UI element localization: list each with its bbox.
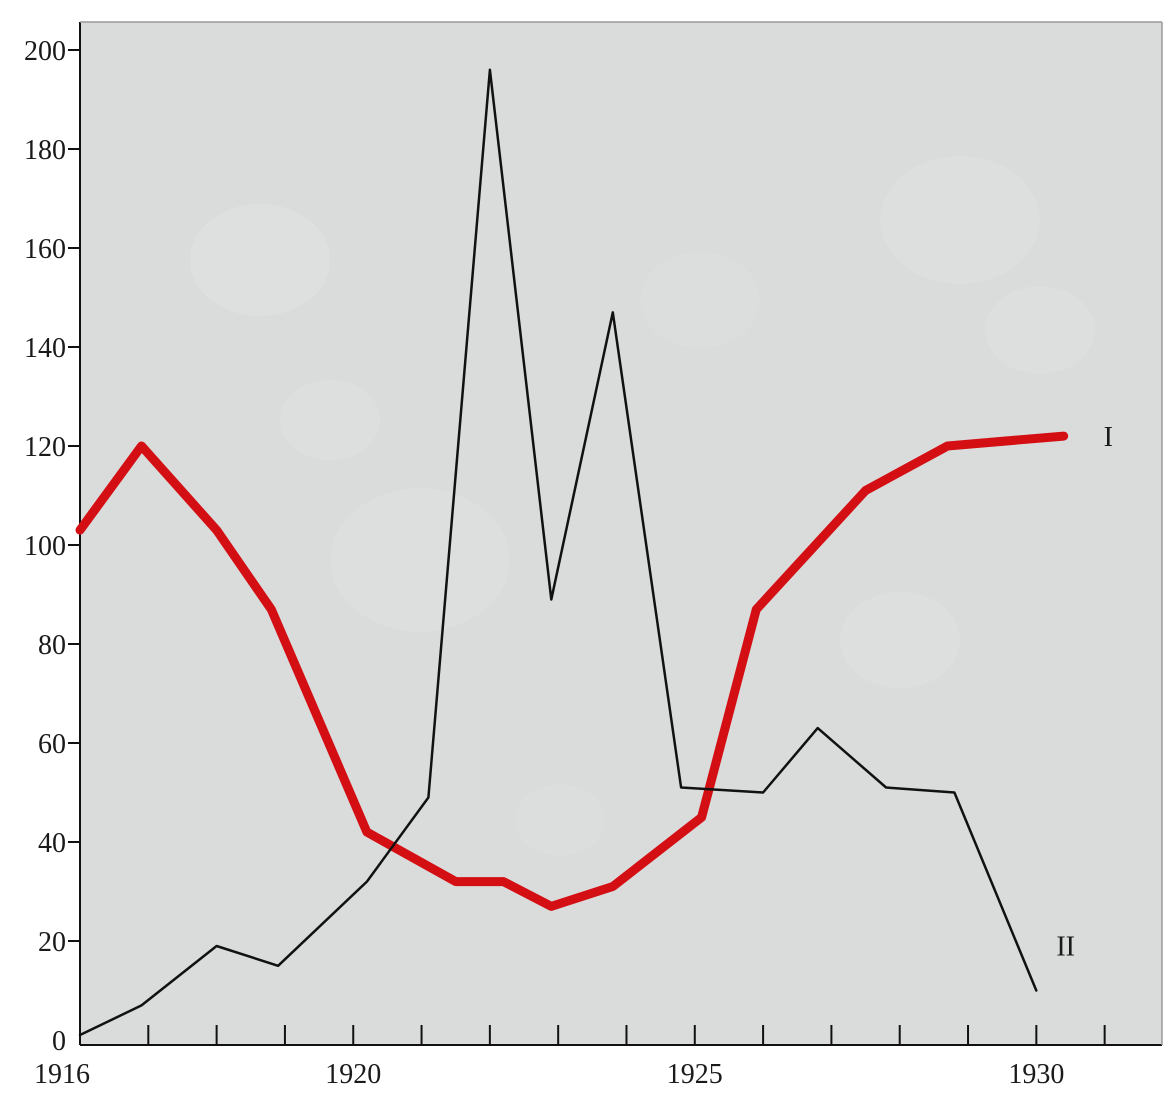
series-lines [75,68,1069,1037]
y-tick-label: 100 [24,531,66,562]
y-tick-label: 80 [38,630,66,661]
texture-blob [280,380,380,460]
y-axis-ticks: 0 20 40 60 80 100 120 140 160 180 200 [24,36,80,1057]
x-axis-ticks: 1916 1920 1925 1930 [34,1025,1106,1090]
texture-blob [515,784,605,856]
y-tick-label: 20 [38,927,66,958]
plot-texture [190,156,1095,856]
texture-blob [330,488,510,632]
series-line-i [75,431,1069,911]
y-tick-label: 0 [52,1026,66,1057]
y-tick-label: 140 [24,333,66,364]
series-labels: III [1056,422,1113,962]
y-tick-label: 180 [24,135,66,166]
x-tick-label: 1930 [1008,1059,1064,1090]
series-line-ii [78,68,1038,1037]
y-tick-label: 40 [38,828,66,859]
texture-blob [640,252,760,348]
texture-blob [190,204,330,316]
series-label-ii: II [1056,932,1075,963]
y-tick-label: 200 [24,36,66,67]
texture-blob [840,592,960,688]
y-tick-label: 120 [24,432,66,463]
y-tick-label: 160 [24,234,66,265]
x-tick-label: 1916 [34,1059,90,1090]
series-label-i: I [1104,422,1113,453]
texture-blob [985,286,1095,374]
x-tick-label: 1920 [325,1059,381,1090]
x-tick-label: 1925 [667,1059,723,1090]
texture-blob [880,156,1040,284]
y-tick-label: 60 [38,729,66,760]
